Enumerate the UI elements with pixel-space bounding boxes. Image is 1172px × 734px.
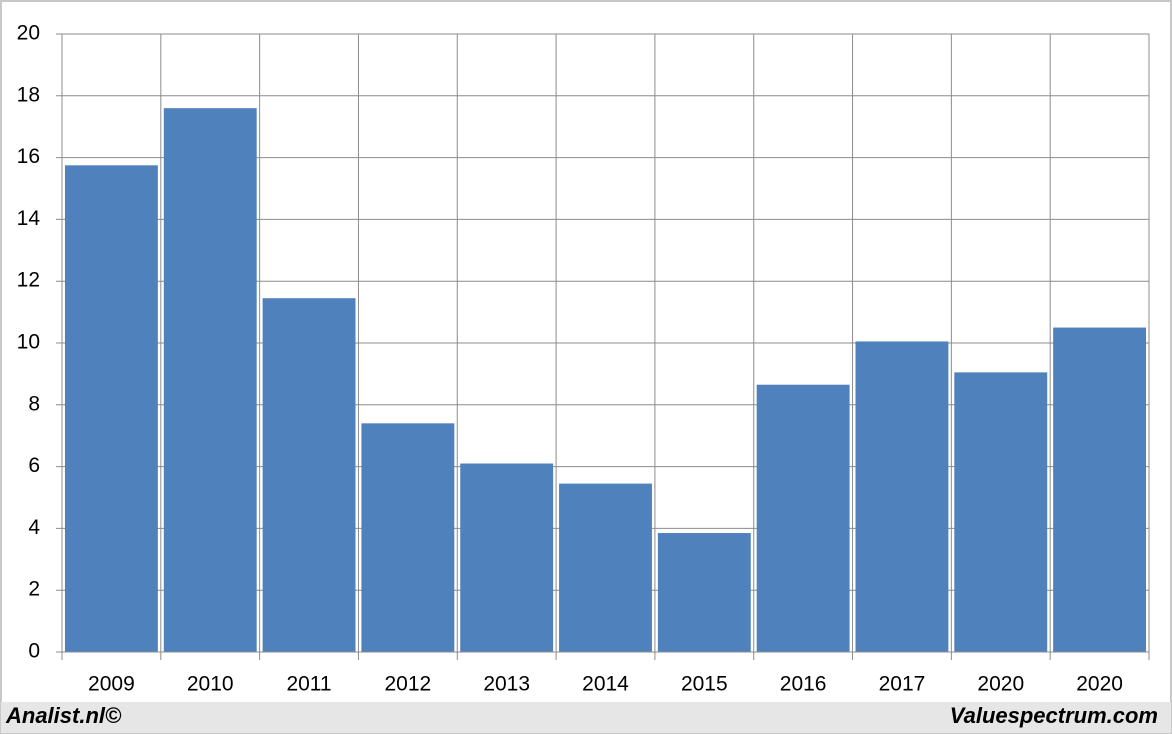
y-tick-label: 14 — [17, 207, 41, 230]
x-tick-label: 2013 — [483, 673, 530, 696]
y-tick-label: 4 — [28, 516, 40, 539]
x-tick-label: 2016 — [780, 673, 827, 696]
bar — [756, 384, 850, 652]
bar — [460, 463, 554, 652]
x-tick-label: 2017 — [879, 673, 926, 696]
y-tick-label: 6 — [28, 454, 40, 477]
x-tick-label: 2020 — [977, 673, 1024, 696]
bar — [855, 341, 949, 652]
footer-bar — [1, 702, 1171, 733]
y-tick-label: 2 — [28, 578, 40, 601]
bar — [163, 108, 257, 652]
y-tick-label: 0 — [28, 640, 40, 663]
y-tick-label: 16 — [17, 145, 40, 168]
bar — [954, 372, 1048, 652]
bar — [1053, 327, 1147, 652]
x-tick-label: 2015 — [681, 673, 728, 696]
x-tick-label: 2010 — [187, 673, 234, 696]
y-tick-label: 8 — [28, 392, 40, 415]
y-tick-label: 20 — [17, 22, 40, 45]
x-tick-label: 2009 — [88, 673, 135, 696]
bar — [657, 533, 751, 652]
y-tick-label: 10 — [17, 331, 40, 354]
x-tick-label: 2012 — [385, 673, 432, 696]
bar — [64, 165, 158, 652]
y-tick-label: 12 — [17, 269, 40, 292]
x-tick-label: 2011 — [286, 673, 331, 696]
bar — [559, 483, 652, 652]
bar — [262, 298, 356, 652]
bar — [361, 423, 455, 652]
footer-right: Valuespectrum.com — [950, 703, 1158, 728]
x-tick-label: 2014 — [582, 673, 629, 696]
y-tick-label: 18 — [17, 83, 40, 106]
footer-left: Analist.nl© — [5, 703, 122, 728]
x-tick-label: 2020 — [1076, 673, 1123, 696]
